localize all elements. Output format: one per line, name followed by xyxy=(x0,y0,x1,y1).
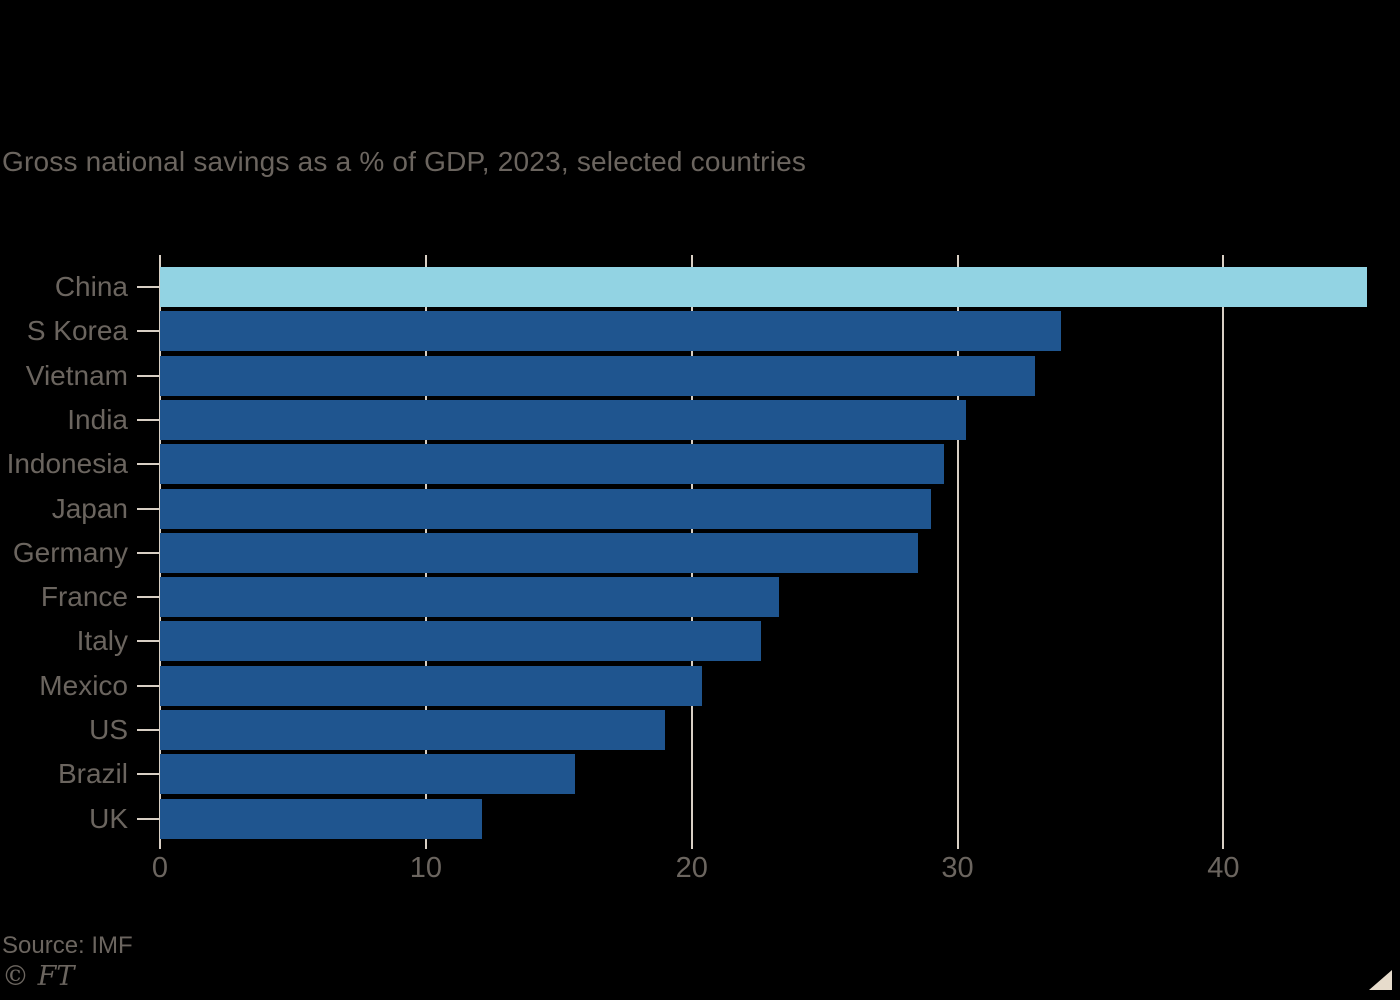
x-tick-label-10: 10 xyxy=(409,852,442,884)
ft-copyright: © FT xyxy=(2,961,75,992)
x-tick-label-0: 0 xyxy=(151,852,169,884)
y-label-us: US xyxy=(89,714,128,745)
y-label-france: France xyxy=(40,581,128,613)
y-tick-mark xyxy=(137,773,160,776)
y-tick-mark xyxy=(137,286,160,288)
bar-uk xyxy=(160,798,482,839)
y-label-vietnam: Vietnam xyxy=(25,359,128,391)
y-label-china: China xyxy=(54,271,128,302)
plot-area xyxy=(159,255,1367,849)
y-tick-mark xyxy=(137,684,160,687)
y-label-s-korea: S Korea xyxy=(26,315,128,347)
y-tick-mark xyxy=(137,729,160,731)
bar-france xyxy=(160,577,780,618)
bar-vietnam xyxy=(160,355,1035,396)
bar-germany xyxy=(160,532,918,573)
y-label-uk: UK xyxy=(89,802,128,834)
y-tick-mark xyxy=(137,596,160,599)
y-label-japan: Japan xyxy=(51,492,128,524)
y-tick-mark xyxy=(137,640,160,643)
y-label-germany: Germany xyxy=(12,536,128,568)
x-tick-label-30: 30 xyxy=(941,852,974,884)
y-label-mexico: Mexico xyxy=(39,669,128,701)
bar-s-korea xyxy=(160,311,1062,352)
y-tick-mark xyxy=(137,817,160,820)
x-tick-label-20: 20 xyxy=(675,852,708,884)
y-label-brazil: Brazil xyxy=(57,758,128,790)
y-tick-mark xyxy=(137,551,160,554)
x-tick-label-40: 40 xyxy=(1207,852,1240,884)
bar-mexico xyxy=(160,665,703,706)
gridline-x-40 xyxy=(1222,255,1225,849)
y-tick-mark xyxy=(137,507,160,510)
bar-us xyxy=(160,710,666,750)
gridline-x-30 xyxy=(956,255,959,849)
y-tick-mark xyxy=(137,374,160,377)
bar-japan xyxy=(160,488,931,529)
y-tick-mark xyxy=(137,330,160,333)
corner-triangle-icon xyxy=(1369,970,1392,990)
y-tick-mark xyxy=(137,418,160,421)
y-label-india: India xyxy=(67,403,128,435)
bar-china xyxy=(160,267,1367,307)
chart-title: Gross national savings as a % of GDP, 20… xyxy=(2,146,807,177)
y-label-indonesia: Indonesia xyxy=(6,448,128,480)
y-tick-mark xyxy=(137,463,160,466)
y-label-italy: Italy xyxy=(76,625,128,657)
bar-indonesia xyxy=(160,444,945,485)
source-note: Source: IMF xyxy=(2,932,133,959)
bar-india xyxy=(160,399,966,440)
bar-brazil xyxy=(160,754,575,795)
bar-italy xyxy=(160,621,761,662)
